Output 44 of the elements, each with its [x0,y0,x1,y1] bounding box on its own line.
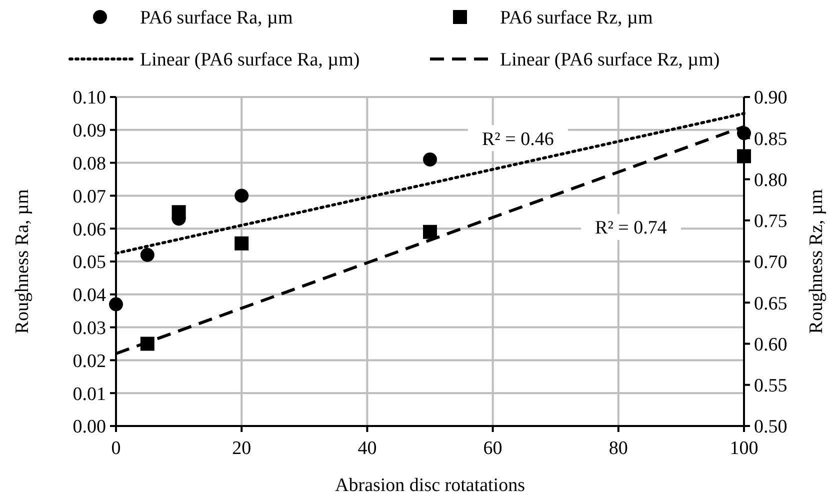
point [737,149,751,164]
point [109,297,123,312]
annotation: R² = 0.74 [595,218,668,239]
y2-axis-title: Roughness Rz, µm [806,189,827,334]
point [140,248,154,262]
y-tick-label: 0.00 [72,416,106,438]
x-tick-label: 80 [608,438,628,459]
y2-tick-label: 0.90 [754,88,788,109]
y-axis-title: Roughness Ra, µm [12,189,33,334]
y-tick-label: 0.08 [72,153,106,174]
point [234,188,249,203]
y2-tick-label: 0.65 [754,293,788,314]
x-axis-title: Abrasion disc rotatations [335,475,525,496]
y-tick-label: 0.03 [72,318,106,339]
y-tick-label: 0.09 [72,120,106,142]
y2-tick-label: 0.85 [754,128,788,150]
y2-tick-label: 0.75 [754,211,788,232]
y-tick-label: 0.05 [72,252,106,274]
y-tick-label: 0.04 [72,285,106,306]
x-tick-label: 100 [730,438,758,459]
y-tick-label: 0.10 [72,88,106,109]
y-tick-label: 0.02 [72,350,106,372]
x-tick-label: 60 [483,438,502,459]
legend-label: PA6 surface Ra, µm [140,8,293,29]
legend-label: Linear (PA6 surface Rz, µm) [500,50,720,71]
x-tick-label: 0 [111,438,121,459]
y-tick-label: 0.07 [72,186,106,208]
point [234,236,249,250]
y-tick-label: 0.01 [72,384,106,405]
point [737,126,751,140]
annotation: R² = 0.46 [482,128,554,150]
point [172,205,186,220]
y-tick-label: 0.06 [72,219,106,240]
x-tick-label: 40 [358,438,377,459]
legend-label: PA6 surface Rz, µm [500,8,653,29]
y2-tick-label: 0.55 [754,376,788,397]
legend-label: Linear (PA6 surface Ra, µm) [140,50,360,71]
y2-tick-label: 0.70 [754,252,788,274]
y2-tick-label: 0.60 [754,334,788,356]
y2-tick-label: 0.50 [754,416,788,438]
point [423,152,437,167]
point [423,224,437,239]
x-tick-label: 20 [232,438,252,459]
y2-tick-label: 0.80 [754,170,788,191]
